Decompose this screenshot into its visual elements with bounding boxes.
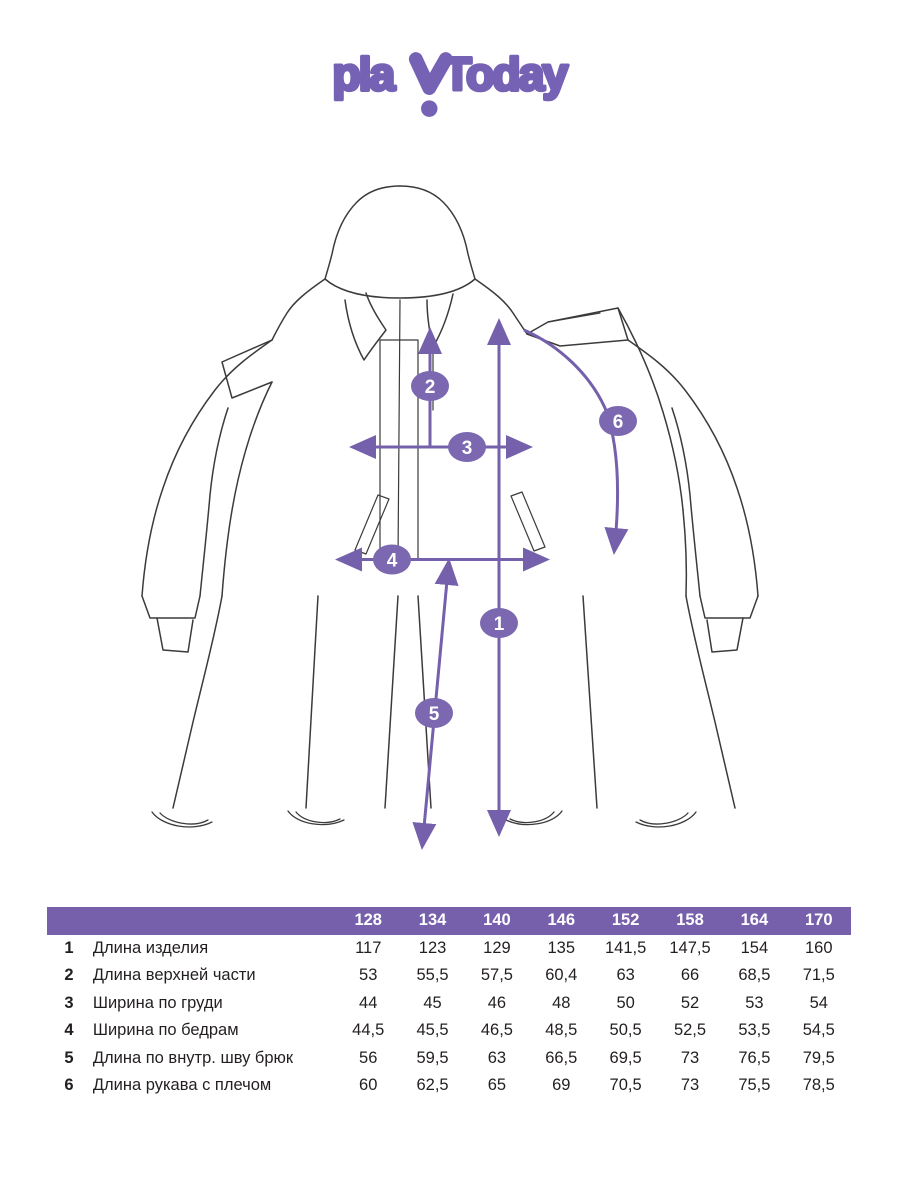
- svg-text:1: 1: [494, 614, 505, 635]
- svg-text:4: 4: [387, 551, 398, 572]
- svg-text:5: 5: [429, 704, 440, 725]
- svg-text:6: 6: [613, 412, 624, 433]
- svg-text:2: 2: [425, 377, 436, 398]
- svg-text:3: 3: [462, 438, 473, 459]
